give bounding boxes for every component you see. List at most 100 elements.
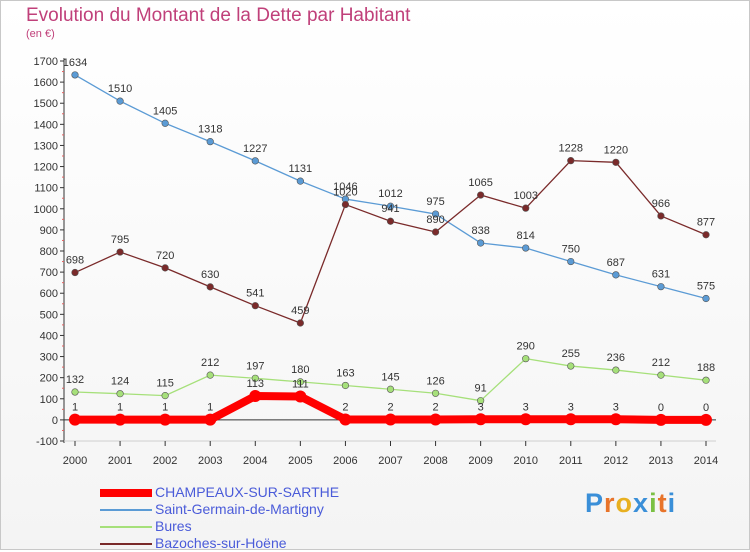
data-label: 1510 (108, 83, 132, 95)
data-point (386, 217, 395, 225)
data-label: 163 (336, 367, 354, 379)
data-point (116, 248, 124, 256)
x-tick-label: 2001 (108, 455, 132, 467)
data-label: 197 (246, 360, 264, 372)
logo-letter: i (649, 488, 658, 518)
data-label: 720 (156, 250, 174, 262)
data-label: 1 (207, 402, 213, 414)
data-point (477, 397, 485, 405)
data-label: 541 (246, 288, 264, 300)
data-label: 814 (517, 230, 535, 242)
data-label: 290 (517, 341, 535, 353)
data-label: 1228 (559, 143, 583, 155)
data-point (702, 376, 710, 384)
data-label: 877 (697, 217, 715, 229)
data-label: 1003 (513, 190, 537, 202)
y-tick-label: 1600 (34, 77, 58, 89)
data-label: 575 (697, 281, 715, 293)
data-point (339, 413, 352, 426)
data-point (296, 319, 304, 327)
x-tick-label: 2011 (559, 455, 583, 467)
data-label: 1 (162, 402, 168, 414)
y-tick-label: 1400 (34, 119, 58, 131)
data-point (522, 355, 530, 363)
legend-label: CHAMPEAUX-SUR-SARTHE (155, 484, 340, 500)
x-tick-label: 2007 (378, 455, 402, 467)
x-tick-label: 2003 (198, 455, 222, 467)
logo-letter: o (615, 488, 634, 518)
data-point (654, 413, 667, 426)
data-label: 838 (471, 225, 489, 237)
data-point (251, 157, 259, 165)
legend-swatch (100, 526, 152, 528)
logo-letter: t (657, 488, 668, 518)
data-point (161, 119, 169, 127)
data-point (519, 413, 532, 426)
data-point (386, 202, 395, 210)
data-point (431, 228, 440, 236)
y-tick-label: 400 (40, 330, 58, 342)
data-point (431, 210, 440, 218)
x-tick-label: 2004 (243, 455, 267, 467)
data-label: 1318 (198, 124, 222, 136)
data-point (161, 392, 169, 400)
legend-label: Bazoches-sur-Hoëne (155, 535, 287, 551)
data-point (702, 231, 710, 239)
data-label: 111 (292, 378, 309, 390)
data-point (522, 244, 530, 252)
data-point (612, 271, 620, 279)
data-point (657, 283, 665, 291)
y-tick-label: 600 (40, 288, 58, 300)
x-tick-label: 2009 (468, 455, 492, 467)
legend-label: Bures (155, 518, 192, 534)
chart-title: Evolution du Montant de la Dette par Hab… (26, 5, 411, 26)
y-tick-label: 800 (40, 246, 58, 258)
data-point (341, 381, 350, 390)
y-tick-label: 1100 (34, 183, 58, 195)
data-label: 3 (613, 401, 619, 413)
data-label: 3 (568, 401, 574, 413)
data-point (161, 264, 169, 272)
data-point (474, 413, 487, 426)
data-label: 1065 (468, 177, 492, 189)
data-point (249, 390, 262, 403)
data-label: 145 (381, 371, 399, 383)
data-label: 113 (247, 378, 265, 390)
y-tick-label: 0 (52, 415, 58, 427)
data-label: 236 (607, 352, 625, 364)
x-tick-label: 2005 (288, 455, 312, 467)
y-tick-label: 300 (40, 352, 58, 364)
data-label: 1227 (243, 143, 267, 155)
data-point (294, 390, 307, 403)
data-point (114, 413, 127, 426)
data-label: 890 (426, 214, 444, 226)
data-point (700, 413, 712, 426)
data-label: 2 (433, 401, 439, 413)
data-point (206, 283, 214, 291)
x-tick-label: 2010 (513, 455, 537, 467)
data-label: 795 (111, 234, 129, 246)
data-point (657, 212, 665, 220)
data-point (251, 302, 259, 310)
data-point (204, 413, 217, 426)
data-label: 180 (291, 364, 309, 376)
data-label: 1131 (289, 163, 313, 175)
data-label: 687 (607, 257, 625, 269)
data-label: 1634 (63, 57, 87, 69)
x-tick-label: 2013 (649, 455, 673, 467)
data-point (296, 177, 304, 185)
y-tick-label: 500 (40, 309, 58, 321)
data-label: 188 (697, 362, 715, 374)
legend-label: Saint-Germain-de-Martigny (155, 501, 324, 517)
y-tick-label: 1700 (34, 56, 58, 68)
data-point (522, 204, 530, 212)
data-point (702, 294, 710, 303)
y-tick-label: -100 (36, 436, 58, 448)
x-tick-label: 2014 (694, 455, 718, 467)
data-label: 91 (475, 383, 487, 395)
data-label: 3 (523, 401, 529, 413)
data-point (567, 362, 575, 370)
x-tick-label: 2000 (63, 455, 87, 467)
data-point (429, 413, 442, 426)
